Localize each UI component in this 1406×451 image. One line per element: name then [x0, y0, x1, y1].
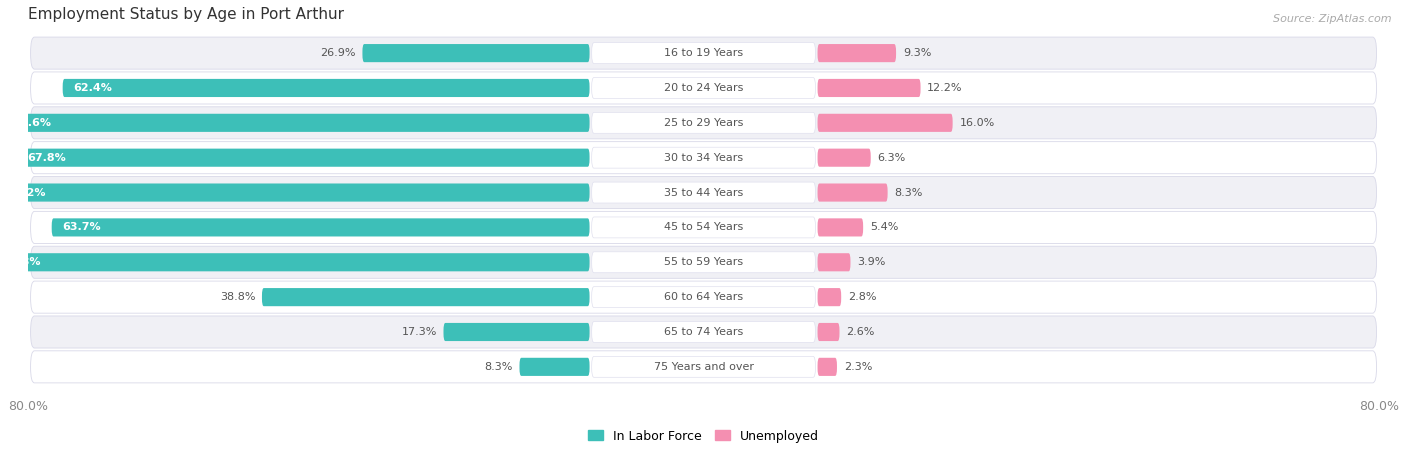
FancyBboxPatch shape: [817, 253, 851, 272]
FancyBboxPatch shape: [31, 281, 1376, 313]
FancyBboxPatch shape: [817, 114, 953, 132]
FancyBboxPatch shape: [31, 246, 1376, 278]
FancyBboxPatch shape: [592, 43, 815, 64]
FancyBboxPatch shape: [519, 358, 589, 376]
Text: 65 to 74 Years: 65 to 74 Years: [664, 327, 744, 337]
FancyBboxPatch shape: [31, 107, 1376, 139]
Text: 17.3%: 17.3%: [401, 327, 437, 337]
Text: 35 to 44 Years: 35 to 44 Years: [664, 188, 744, 198]
Text: 45 to 54 Years: 45 to 54 Years: [664, 222, 744, 232]
Text: 12.2%: 12.2%: [928, 83, 963, 93]
FancyBboxPatch shape: [52, 218, 589, 236]
FancyBboxPatch shape: [592, 356, 815, 377]
FancyBboxPatch shape: [592, 112, 815, 133]
Text: 6.3%: 6.3%: [877, 153, 905, 163]
Text: 70.8%: 70.8%: [1, 257, 41, 267]
Text: 20 to 24 Years: 20 to 24 Years: [664, 83, 744, 93]
Text: 38.8%: 38.8%: [219, 292, 256, 302]
FancyBboxPatch shape: [817, 149, 870, 167]
FancyBboxPatch shape: [592, 147, 815, 168]
FancyBboxPatch shape: [31, 176, 1376, 208]
Text: 16.0%: 16.0%: [959, 118, 994, 128]
FancyBboxPatch shape: [817, 184, 887, 202]
FancyBboxPatch shape: [0, 253, 589, 272]
FancyBboxPatch shape: [0, 184, 589, 202]
Text: 60 to 64 Years: 60 to 64 Years: [664, 292, 744, 302]
FancyBboxPatch shape: [592, 287, 815, 308]
Text: 2.3%: 2.3%: [844, 362, 872, 372]
Text: 8.3%: 8.3%: [484, 362, 513, 372]
FancyBboxPatch shape: [817, 323, 839, 341]
FancyBboxPatch shape: [817, 358, 837, 376]
Text: 8.3%: 8.3%: [894, 188, 922, 198]
FancyBboxPatch shape: [31, 351, 1376, 383]
Text: 2.6%: 2.6%: [846, 327, 875, 337]
FancyBboxPatch shape: [817, 79, 921, 97]
Text: 63.7%: 63.7%: [62, 222, 100, 232]
Text: 3.9%: 3.9%: [858, 257, 886, 267]
FancyBboxPatch shape: [817, 288, 841, 306]
Text: Source: ZipAtlas.com: Source: ZipAtlas.com: [1274, 14, 1392, 23]
Text: 69.6%: 69.6%: [13, 118, 51, 128]
FancyBboxPatch shape: [817, 218, 863, 236]
Text: 30 to 34 Years: 30 to 34 Years: [664, 153, 744, 163]
Text: 25 to 29 Years: 25 to 29 Years: [664, 118, 744, 128]
FancyBboxPatch shape: [17, 149, 589, 167]
FancyBboxPatch shape: [63, 79, 589, 97]
Text: 75 Years and over: 75 Years and over: [654, 362, 754, 372]
Text: 70.2%: 70.2%: [7, 188, 45, 198]
Text: 67.8%: 67.8%: [27, 153, 66, 163]
FancyBboxPatch shape: [1, 114, 589, 132]
FancyBboxPatch shape: [592, 252, 815, 273]
FancyBboxPatch shape: [592, 78, 815, 98]
Text: 16 to 19 Years: 16 to 19 Years: [664, 48, 744, 58]
Text: 9.3%: 9.3%: [903, 48, 931, 58]
FancyBboxPatch shape: [817, 44, 896, 62]
Text: 26.9%: 26.9%: [321, 48, 356, 58]
Text: Employment Status by Age in Port Arthur: Employment Status by Age in Port Arthur: [28, 7, 344, 22]
FancyBboxPatch shape: [31, 212, 1376, 244]
FancyBboxPatch shape: [592, 322, 815, 342]
FancyBboxPatch shape: [363, 44, 589, 62]
Text: 62.4%: 62.4%: [73, 83, 111, 93]
FancyBboxPatch shape: [443, 323, 589, 341]
Text: 55 to 59 Years: 55 to 59 Years: [664, 257, 744, 267]
FancyBboxPatch shape: [31, 142, 1376, 174]
FancyBboxPatch shape: [262, 288, 589, 306]
FancyBboxPatch shape: [592, 182, 815, 203]
FancyBboxPatch shape: [592, 217, 815, 238]
Text: 5.4%: 5.4%: [870, 222, 898, 232]
Legend: In Labor Force, Unemployed: In Labor Force, Unemployed: [583, 424, 824, 447]
Text: 2.8%: 2.8%: [848, 292, 876, 302]
FancyBboxPatch shape: [31, 72, 1376, 104]
FancyBboxPatch shape: [31, 316, 1376, 348]
FancyBboxPatch shape: [31, 37, 1376, 69]
